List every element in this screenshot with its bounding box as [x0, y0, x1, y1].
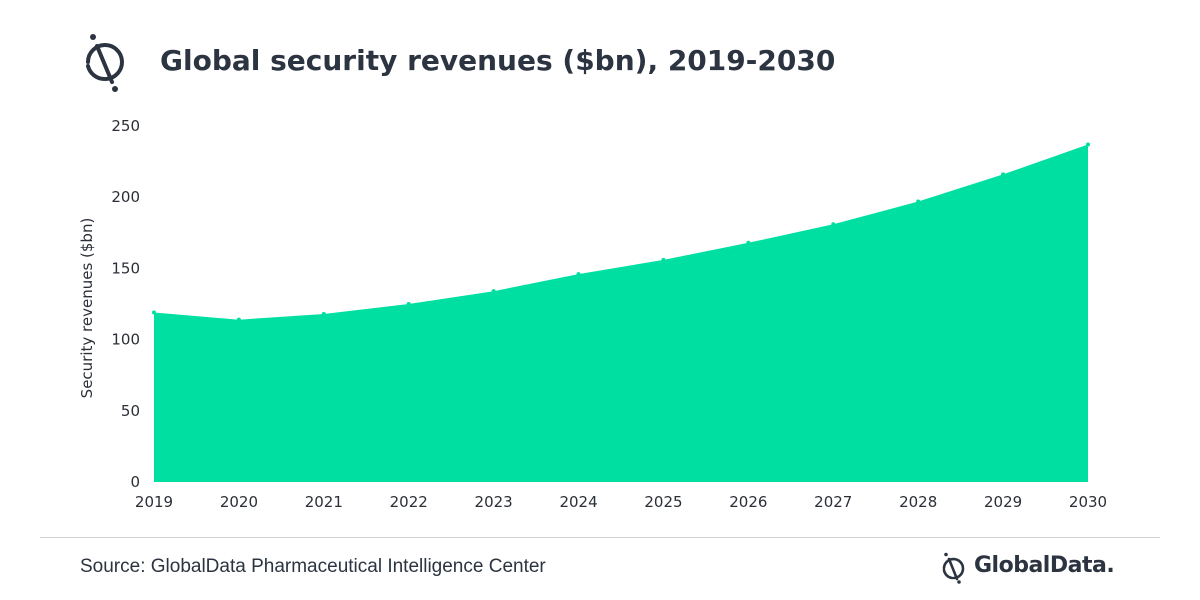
globaldata-logo-icon: [942, 552, 965, 584]
footer-divider: [40, 537, 1160, 538]
data-point-2019: [152, 310, 156, 315]
x-tick-label: 2021: [305, 493, 343, 511]
x-tick-label: 2025: [644, 493, 682, 511]
x-tick-label: 2026: [729, 493, 767, 511]
data-point-2027: [831, 222, 836, 227]
x-tick-label: 2019: [135, 493, 173, 511]
x-tick-label: 2029: [984, 493, 1022, 511]
chart-title: Global security revenues ($bn), 2019-203…: [160, 44, 836, 77]
x-tick-label: 2028: [899, 493, 937, 511]
series-area: [154, 144, 1088, 482]
data-point-2026: [746, 240, 751, 245]
x-tick-label: 2030: [1069, 493, 1107, 511]
y-tick-label: 200: [111, 188, 140, 206]
y-axis-ticks: 0 50 100 150 200 250: [111, 117, 140, 491]
brand-wordmark: GlobalData.: [974, 553, 1115, 578]
y-tick-label: 50: [121, 402, 140, 420]
y-tick-label: 0: [130, 473, 140, 491]
x-tick-label: 2022: [390, 493, 428, 511]
x-tick-label: 2024: [559, 493, 597, 511]
globaldata-logo-icon: [86, 34, 124, 92]
y-tick-label: 150: [111, 259, 140, 277]
data-point-2025: [661, 257, 666, 262]
x-tick-label: 2023: [475, 493, 513, 511]
chart-header: Global security revenues ($bn), 2019-203…: [78, 30, 1178, 100]
data-point-2020: [236, 317, 241, 322]
x-axis-ticks: 2019 2020 2021 2022 2023 2024 2025 2026 2027 2028…: [135, 493, 1107, 511]
source-note: Source: GlobalData Pharmaceutical Intell…: [80, 556, 546, 577]
data-point-2029: [1001, 172, 1006, 177]
data-point-2023: [491, 289, 496, 294]
x-tick-label: 2027: [814, 493, 852, 511]
data-point-2024: [576, 272, 581, 277]
brand-logo: GlobalData.: [938, 551, 1138, 585]
x-tick-label: 2020: [220, 493, 258, 511]
y-tick-label: 250: [111, 117, 140, 135]
data-point-2022: [406, 302, 411, 306]
data-point-2021: [321, 311, 326, 316]
y-axis-label: Security revenues ($bn): [78, 218, 96, 399]
data-point-2030: [1086, 142, 1090, 147]
y-tick-label: 100: [111, 331, 140, 349]
data-point-2028: [916, 199, 921, 204]
data-points: [152, 142, 1090, 322]
